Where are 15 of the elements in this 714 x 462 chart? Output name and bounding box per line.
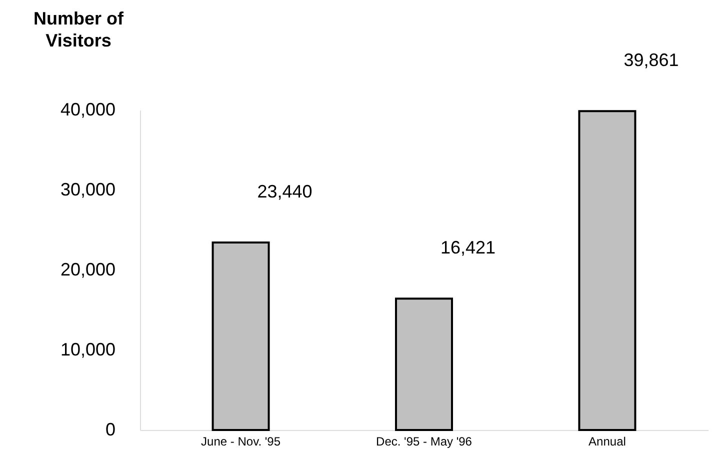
x-tick-label: June - Nov. '95 xyxy=(201,434,281,448)
bar xyxy=(578,110,636,431)
y-tick-label: 30,000 xyxy=(60,180,116,200)
y-tick-label: 20,000 xyxy=(60,260,116,280)
y-axis-title: Number of Visitors xyxy=(34,8,125,50)
x-tick-label: Dec. '95 - May '96 xyxy=(376,434,472,448)
x-tick-label: Annual xyxy=(588,434,626,448)
data-label: 23,440 xyxy=(257,181,312,202)
y-tick-label: 10,000 xyxy=(60,340,116,360)
y-tick-label: 0 xyxy=(105,420,116,440)
y-tick-label: 40,000 xyxy=(60,100,116,120)
bar xyxy=(395,298,453,431)
data-label: 16,421 xyxy=(440,238,496,258)
bar xyxy=(212,241,270,431)
data-label: 39,861 xyxy=(624,50,679,70)
